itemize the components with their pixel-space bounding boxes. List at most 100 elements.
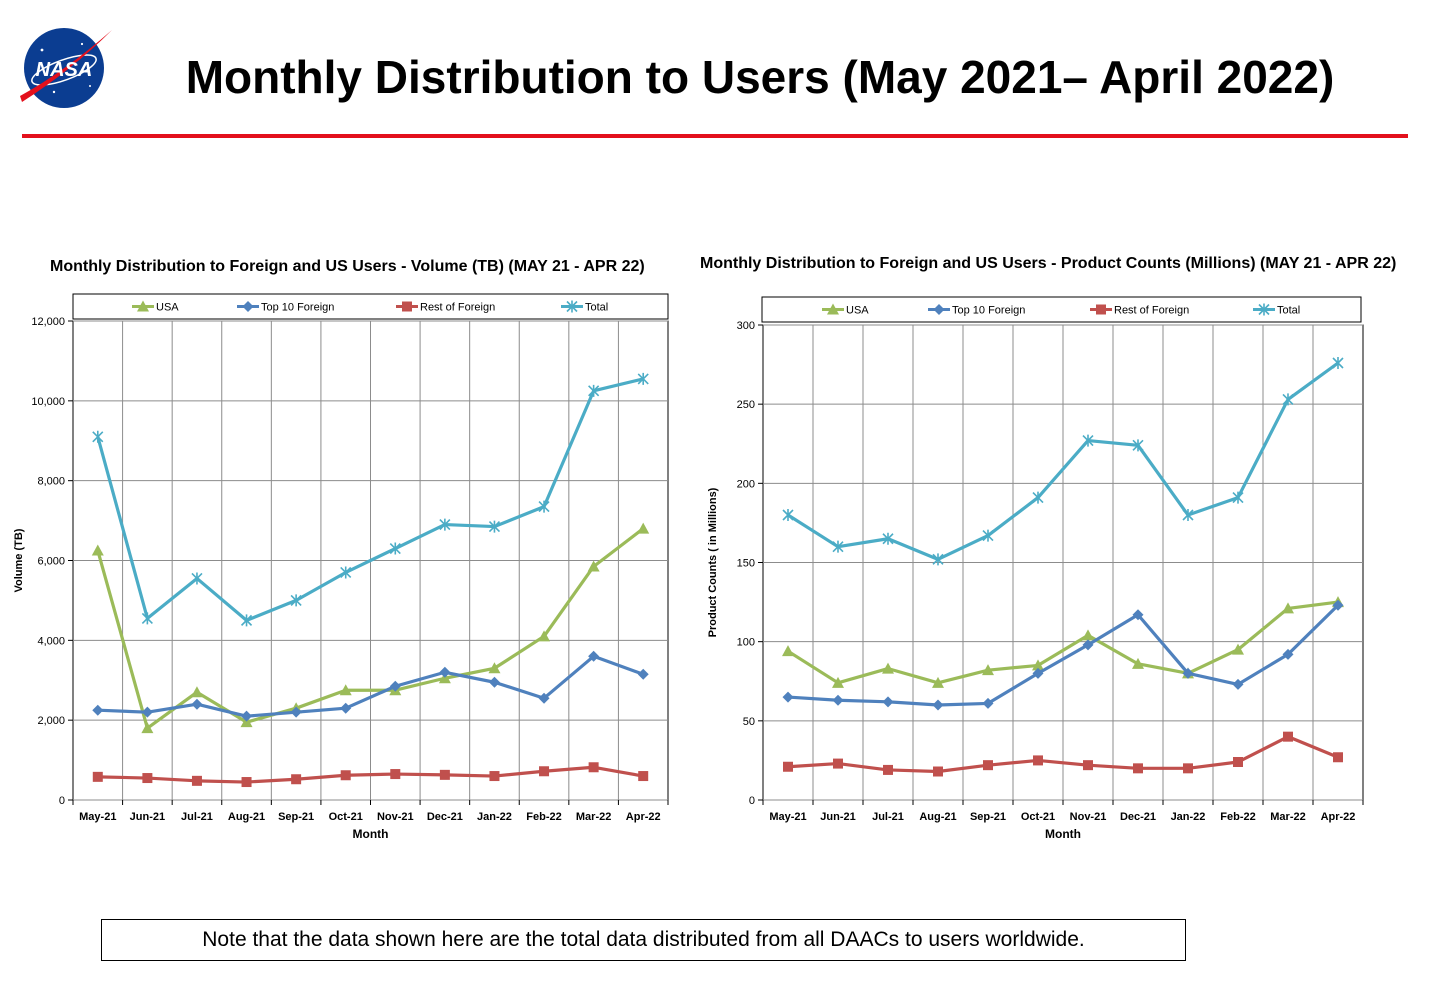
x-tick-label: Jan-22 (1171, 811, 1206, 823)
data-point (1182, 509, 1194, 521)
x-tick-label: May-21 (79, 811, 116, 823)
data-point (588, 762, 599, 773)
x-tick-label: Jul-21 (872, 811, 904, 823)
data-point (489, 771, 500, 782)
product-count-chart: USA Top 10 Foreign Rest of Foreign Total 0 50… (707, 296, 1364, 841)
series-line (96, 527, 645, 730)
y-tick-label: 2,000 (37, 715, 65, 727)
y-tick-label: 300 (737, 320, 755, 332)
data-point (488, 676, 500, 688)
data-point (290, 594, 302, 607)
y-tick-label: 12,000 (31, 316, 65, 328)
data-point (191, 572, 203, 585)
legend-label: USA (846, 305, 869, 317)
data-point (933, 766, 943, 777)
data-point (240, 614, 253, 627)
data-point (241, 710, 253, 722)
series-line (96, 377, 644, 622)
data-point (389, 680, 401, 692)
note-box: Note that the data shown here are the to… (101, 919, 1186, 961)
y-tick-label: 10,000 (31, 396, 65, 408)
data-point (1282, 602, 1294, 614)
legend-label: Rest of Foreign (1114, 305, 1189, 317)
data-point (882, 532, 894, 545)
series-line (787, 735, 1339, 774)
data-point (882, 696, 894, 708)
data-point (932, 553, 944, 566)
data-point (1082, 434, 1094, 447)
data-point (191, 698, 203, 710)
data-point (1032, 491, 1044, 504)
data-point (141, 612, 153, 625)
product-count-chart-title: Monthly Distribution to Foreign and US U… (700, 255, 1397, 272)
x-tick-label: Oct-21 (1021, 811, 1055, 823)
data-point (1132, 439, 1144, 452)
data-point (290, 706, 302, 718)
title-divider (22, 134, 1408, 138)
y-tick-label: 0 (59, 795, 65, 807)
data-point (1032, 667, 1044, 679)
series-total (92, 372, 649, 627)
data-point (1083, 760, 1093, 771)
data-point (982, 664, 994, 676)
volume-chart: USA Top 10 Foreign Rest of Foreign Total 0 2,… (13, 293, 669, 841)
data-point (1282, 648, 1294, 660)
data-point (190, 686, 203, 698)
data-point (1332, 357, 1344, 369)
legend-label: USA (156, 302, 179, 314)
x-tick-label: Sep-21 (278, 811, 314, 823)
series-line (787, 600, 1339, 685)
legend-label: Total (585, 302, 608, 314)
data-point (1132, 657, 1144, 669)
data-point (241, 777, 252, 788)
data-point (538, 630, 551, 642)
x-tick-label: Jul-21 (181, 811, 213, 823)
y-tick-label: 0 (749, 795, 755, 807)
data-point (1032, 659, 1044, 671)
data-point (783, 761, 793, 772)
data-point (982, 529, 994, 542)
x-tick-label: Jan-22 (477, 811, 512, 823)
data-point (1282, 393, 1294, 406)
data-point (832, 694, 844, 706)
x-tick-label: Jun-21 (130, 811, 165, 823)
data-point (92, 430, 104, 443)
legend-marker (137, 300, 149, 312)
data-point (191, 775, 202, 786)
data-point (637, 372, 649, 385)
data-point (1233, 757, 1243, 767)
x-tick-label: Apr-22 (1321, 811, 1356, 823)
legend-marker (1096, 304, 1106, 315)
data-point (1082, 639, 1094, 651)
legend-marker (827, 303, 839, 315)
x-tick-label: Sep-21 (970, 811, 1006, 823)
data-point (782, 691, 794, 703)
legend-label: Top 10 Foreign (261, 302, 334, 314)
data-point (983, 760, 993, 771)
y-tick-label: 200 (737, 478, 755, 490)
data-point (832, 676, 844, 688)
x-tick-label: Nov-21 (377, 811, 414, 823)
data-point (142, 773, 153, 784)
y-tick-label: 250 (737, 399, 755, 411)
data-point (883, 764, 893, 775)
data-point (340, 566, 352, 579)
data-point (587, 560, 600, 572)
x-axis-title: Month (1045, 827, 1081, 841)
series-line (787, 604, 1340, 707)
data-point (538, 692, 550, 704)
data-point (1333, 752, 1343, 763)
nasa-logo: NASA (20, 28, 112, 108)
y-tick-label: 8,000 (37, 476, 65, 488)
series-line (787, 361, 1339, 561)
data-point (439, 666, 451, 678)
data-point (1332, 599, 1344, 611)
legend-label: Total (1277, 305, 1300, 317)
data-point (488, 662, 501, 674)
x-tick-label: Feb-22 (1220, 811, 1255, 823)
volume-chart-title: Monthly Distribution to Foreign and US U… (50, 258, 645, 275)
data-point (1082, 629, 1094, 641)
legend-label: Top 10 Foreign (952, 305, 1025, 317)
data-point (439, 769, 450, 780)
note-text: Note that the data shown here are the to… (202, 928, 1085, 951)
